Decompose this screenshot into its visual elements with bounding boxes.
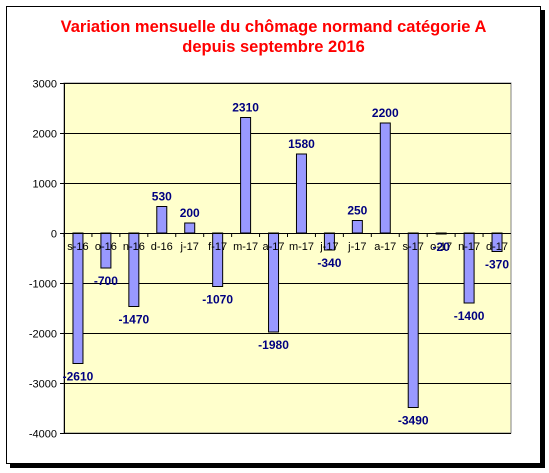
x-tick-label: n-17 <box>458 241 480 253</box>
data-label: -370 <box>485 258 509 272</box>
data-label: -2610 <box>63 370 94 384</box>
data-label: 2200 <box>372 106 399 120</box>
bar <box>240 117 252 234</box>
data-label: -1400 <box>454 309 485 323</box>
data-label: -1470 <box>118 313 149 327</box>
data-label: 530 <box>152 190 172 204</box>
x-tick-label: f-17 <box>208 241 227 253</box>
y-tick-label: 2000 <box>33 129 57 141</box>
x-tick-label: j-17 <box>319 241 338 253</box>
bar <box>379 122 391 234</box>
data-label: -20 <box>432 240 450 254</box>
x-tick-label: o-17 <box>430 241 452 253</box>
data-label: -340 <box>317 256 341 270</box>
bar <box>351 220 363 234</box>
y-tick-label: -2000 <box>29 329 57 341</box>
data-label: -700 <box>94 274 118 288</box>
y-tick-label: -3000 <box>29 379 57 391</box>
bar <box>295 153 307 234</box>
y-tick-label: 0 <box>51 229 57 241</box>
chart-title-line-2: depuis septembre 2016 <box>182 38 365 56</box>
x-tick-label: j-17 <box>347 241 366 253</box>
x-tick-label: s-17 <box>403 241 424 253</box>
data-label: 200 <box>180 206 200 220</box>
y-tick-label: 3000 <box>33 79 57 91</box>
bar <box>156 206 168 234</box>
x-tick-label: m-17 <box>233 241 258 253</box>
x-tick-label: s-16 <box>67 241 88 253</box>
x-tick-label: d-16 <box>151 241 173 253</box>
bar <box>407 232 419 408</box>
data-label: 2310 <box>232 101 259 115</box>
y-tick-label: -1000 <box>29 279 57 291</box>
chart-title-line-1: Variation mensuelle du chômage normand c… <box>60 18 487 36</box>
x-tick-label: o-16 <box>95 241 117 253</box>
data-label: -1070 <box>202 293 233 307</box>
chart-title: Variation mensuelle du chômage normand c… <box>7 17 540 57</box>
bar <box>184 222 196 234</box>
data-label: 250 <box>347 204 367 218</box>
x-tick-label: j-17 <box>180 241 199 253</box>
x-tick-label: a-17 <box>374 241 396 253</box>
x-tick-label: m-17 <box>289 241 314 253</box>
y-tick-label: -4000 <box>29 429 57 441</box>
data-label: -1980 <box>258 338 289 352</box>
y-tick-label: 1000 <box>33 179 57 191</box>
data-label: 1580 <box>288 137 315 151</box>
plot-area <box>63 82 512 434</box>
x-tick-label: d-17 <box>486 241 508 253</box>
x-tick-label: a-17 <box>263 241 285 253</box>
x-tick-label: n-16 <box>123 241 145 253</box>
data-label: -3490 <box>398 414 429 428</box>
